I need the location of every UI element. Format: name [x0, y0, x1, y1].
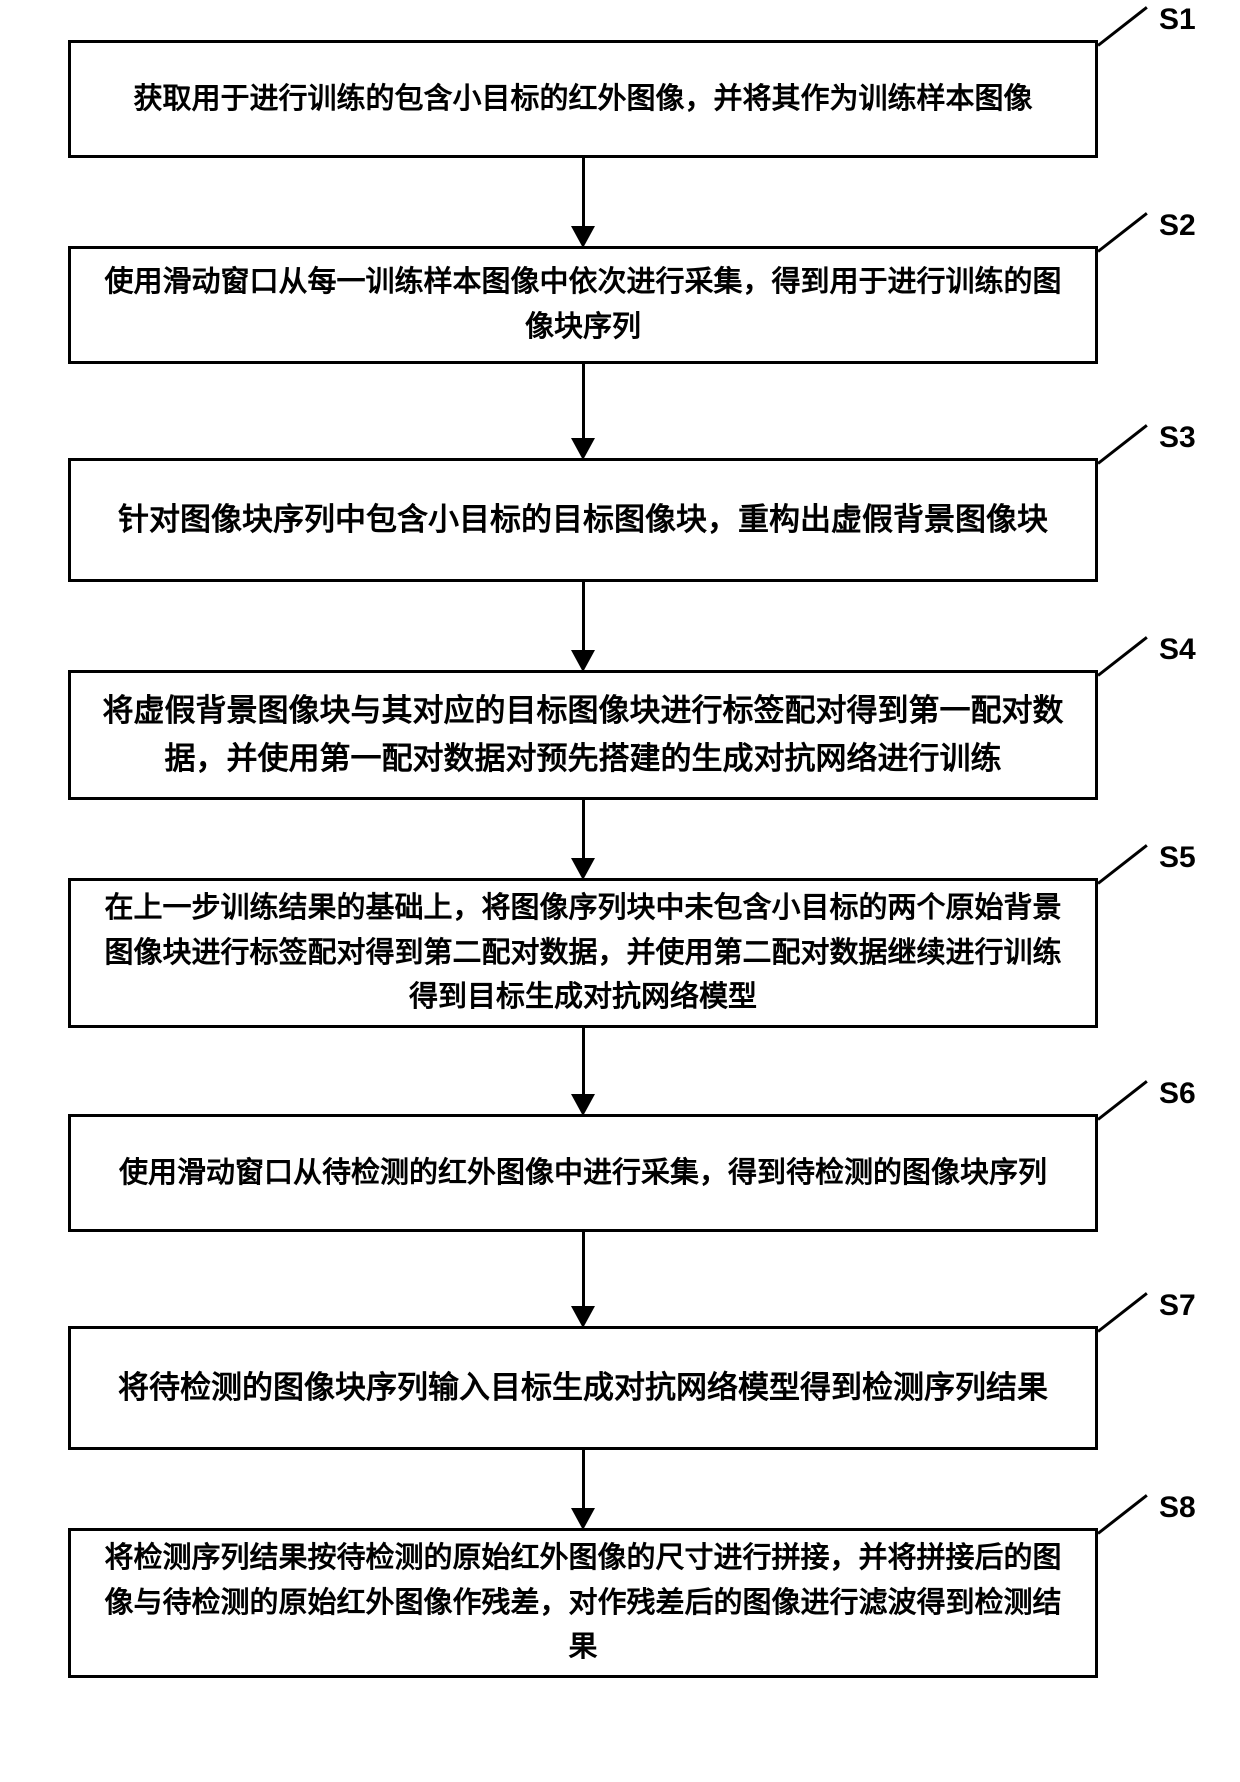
arrow-s4-to-next	[68, 800, 1098, 878]
step-label-s8: S8	[1159, 1491, 1196, 1525]
label-leader-line	[1097, 6, 1148, 47]
step-label-s4: S4	[1159, 633, 1196, 667]
arrow-head-icon	[571, 226, 595, 248]
arrow-s6-to-next	[68, 1232, 1098, 1326]
step-box-s8: 将检测序列结果按待检测的原始红外图像的尺寸进行拼接，并将拼接后的图像与待检测的原…	[68, 1528, 1098, 1678]
arrow-s2-to-next	[68, 364, 1098, 458]
step-label-s1: S1	[1159, 3, 1196, 37]
arrow-shaft	[582, 1232, 585, 1308]
arrow-head-icon	[571, 1306, 595, 1328]
step-label-s7: S7	[1159, 1289, 1196, 1323]
step-group-s3: 针对图像块序列中包含小目标的目标图像块，重构出虚假背景图像块S3	[68, 458, 1240, 670]
step-text-s6: 使用滑动窗口从待检测的红外图像中进行采集，得到待检测的图像块序列	[119, 1151, 1047, 1196]
step-group-s2: 使用滑动窗口从每一训练样本图像中依次进行采集，得到用于进行训练的图像块序列S2	[68, 246, 1240, 458]
arrow-s5-to-next	[68, 1028, 1098, 1114]
step-group-s7: 将待检测的图像块序列输入目标生成对抗网络模型得到检测序列结果S7	[68, 1326, 1240, 1528]
arrow-s1-to-next	[68, 158, 1098, 246]
step-label-s3: S3	[1159, 421, 1196, 455]
arrow-shaft	[582, 800, 585, 860]
arrow-shaft	[582, 582, 585, 652]
step-text-s7: 将待检测的图像块序列输入目标生成对抗网络模型得到检测序列结果	[118, 1364, 1048, 1412]
step-text-s2: 使用滑动窗口从每一训练样本图像中依次进行采集，得到用于进行训练的图像块序列	[99, 260, 1067, 350]
arrow-head-icon	[571, 1508, 595, 1530]
step-label-s2: S2	[1159, 209, 1196, 243]
step-text-s4: 将虚假背景图像块与其对应的目标图像块进行标签配对得到第一配对数据，并使用第一配对…	[99, 687, 1067, 783]
step-text-s1: 获取用于进行训练的包含小目标的红外图像，并将其作为训练样本图像	[133, 77, 1032, 122]
arrow-shaft	[582, 364, 585, 440]
arrow-head-icon	[571, 650, 595, 672]
arrow-head-icon	[571, 438, 595, 460]
step-box-s6: 使用滑动窗口从待检测的红外图像中进行采集，得到待检测的图像块序列S6	[68, 1114, 1098, 1232]
arrow-s3-to-next	[68, 582, 1098, 670]
arrow-shaft	[582, 1028, 585, 1096]
arrow-head-icon	[571, 1094, 595, 1116]
step-group-s5: 在上一步训练结果的基础上，将图像序列块中未包含小目标的两个原始背景图像块进行标签…	[68, 878, 1240, 1114]
flowchart-container: 获取用于进行训练的包含小目标的红外图像，并将其作为训练样本图像S1使用滑动窗口从…	[0, 0, 1240, 1678]
step-box-s5: 在上一步训练结果的基础上，将图像序列块中未包含小目标的两个原始背景图像块进行标签…	[68, 878, 1098, 1028]
arrow-head-icon	[571, 858, 595, 880]
step-group-s6: 使用滑动窗口从待检测的红外图像中进行采集，得到待检测的图像块序列S6	[68, 1114, 1240, 1326]
step-box-s1: 获取用于进行训练的包含小目标的红外图像，并将其作为训练样本图像S1	[68, 40, 1098, 158]
step-box-s2: 使用滑动窗口从每一训练样本图像中依次进行采集，得到用于进行训练的图像块序列S2	[68, 246, 1098, 364]
step-text-s8: 将检测序列结果按待检测的原始红外图像的尺寸进行拼接，并将拼接后的图像与待检测的原…	[99, 1536, 1067, 1671]
arrow-shaft	[582, 158, 585, 228]
step-text-s3: 针对图像块序列中包含小目标的目标图像块，重构出虚假背景图像块	[118, 496, 1048, 544]
step-box-s7: 将待检测的图像块序列输入目标生成对抗网络模型得到检测序列结果S7	[68, 1326, 1098, 1450]
step-label-s6: S6	[1159, 1077, 1196, 1111]
arrow-shaft	[582, 1450, 585, 1510]
step-text-s5: 在上一步训练结果的基础上，将图像序列块中未包含小目标的两个原始背景图像块进行标签…	[99, 886, 1067, 1021]
step-group-s1: 获取用于进行训练的包含小目标的红外图像，并将其作为训练样本图像S1	[68, 40, 1240, 246]
step-group-s8: 将检测序列结果按待检测的原始红外图像的尺寸进行拼接，并将拼接后的图像与待检测的原…	[68, 1528, 1240, 1678]
step-group-s4: 将虚假背景图像块与其对应的目标图像块进行标签配对得到第一配对数据，并使用第一配对…	[68, 670, 1240, 878]
step-box-s3: 针对图像块序列中包含小目标的目标图像块，重构出虚假背景图像块S3	[68, 458, 1098, 582]
step-label-s5: S5	[1159, 841, 1196, 875]
step-box-s4: 将虚假背景图像块与其对应的目标图像块进行标签配对得到第一配对数据，并使用第一配对…	[68, 670, 1098, 800]
arrow-s7-to-next	[68, 1450, 1098, 1528]
